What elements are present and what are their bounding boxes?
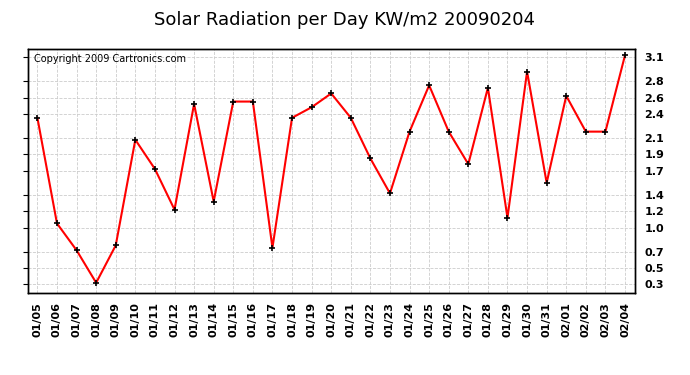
Text: Copyright 2009 Cartronics.com: Copyright 2009 Cartronics.com [34,54,186,64]
Text: Solar Radiation per Day KW/m2 20090204: Solar Radiation per Day KW/m2 20090204 [155,11,535,29]
